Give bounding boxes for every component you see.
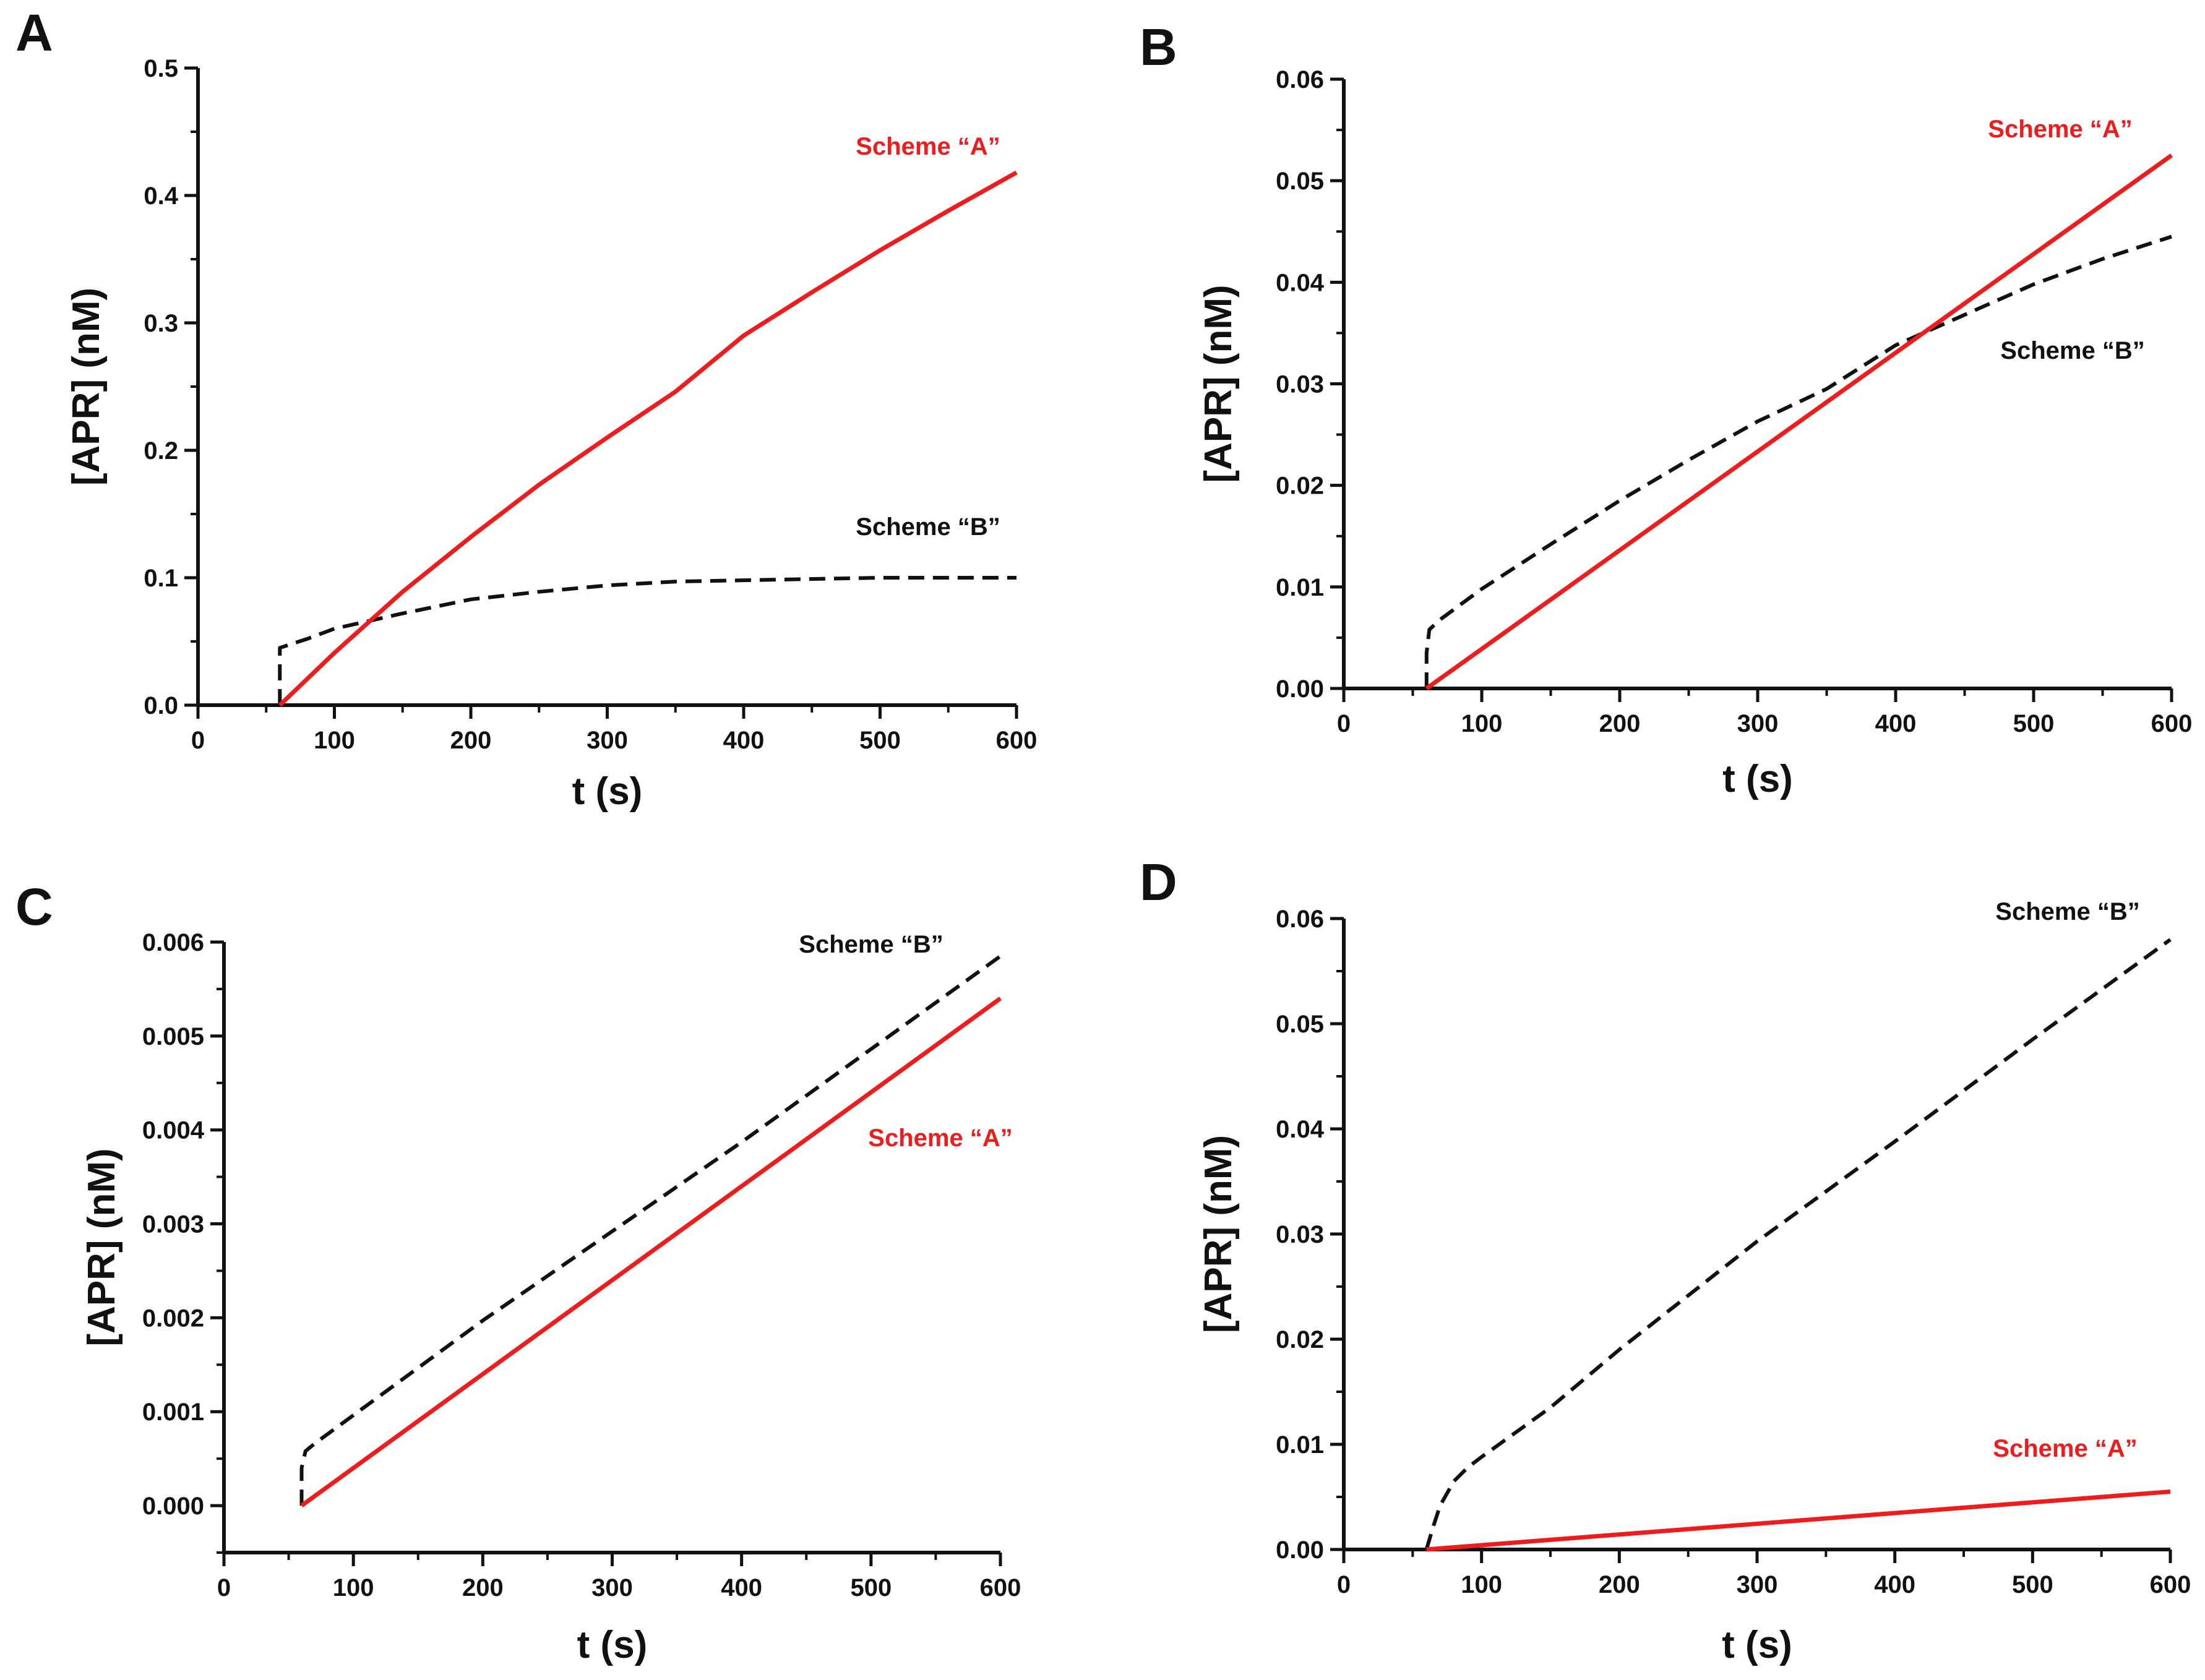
panel-d: D 0 100 200 300 400 500 600 0.00 0.01 0.02 0.03 0.0…: [1140, 853, 2191, 1666]
x-tick-label: 300: [587, 727, 628, 754]
y-axis-title: [APR] (nM): [80, 1148, 123, 1346]
x-tick-label: 200: [1599, 1571, 1640, 1598]
x-tick-label: 100: [333, 1574, 374, 1601]
y-tick-label: 0.02: [1276, 473, 1324, 500]
y-tick-label: 0.00: [1276, 1536, 1324, 1564]
y-axis-title: [APR] (nM): [1197, 1135, 1240, 1333]
panel-a-scheme-b-label: Scheme “B”: [856, 513, 1000, 541]
x-tick-label: 500: [2012, 1571, 2053, 1598]
series-line-scheme-a: [278, 170, 1018, 707]
x-tick-label: 200: [462, 1574, 504, 1601]
y-tick-label: 0.01: [1276, 1431, 1324, 1459]
y-tick-label: 0.00: [1276, 675, 1324, 703]
x-tick-label: 400: [1875, 710, 1917, 737]
y-tick-label: 0.004: [142, 1117, 205, 1144]
x-tick-label: 100: [314, 727, 355, 754]
panel-letter-c: C: [15, 878, 53, 936]
y-tick-label: 0.3: [144, 310, 178, 337]
x-tick-label: 100: [1461, 710, 1503, 737]
y-tick-label: 0.001: [142, 1399, 204, 1426]
y-tick-label: 0.03: [1276, 1221, 1324, 1248]
panel-c-scheme-a-label: Scheme “A”: [868, 1125, 1012, 1152]
y-tick-label: 0.003: [142, 1211, 204, 1238]
x-tick-label: 200: [450, 727, 492, 754]
x-tick-label: 300: [591, 1574, 633, 1601]
y-tick-label: 0.4: [144, 182, 178, 210]
plot-area-d: 0 100 200 300 400 500 600 0.00 0.01 0.02 0.03 0.04 0…: [1197, 906, 2191, 1666]
y-tick-label: 0.002: [142, 1305, 204, 1332]
panel-b-scheme-b-label: Scheme “B”: [2000, 337, 2144, 364]
x-tick-label: 0: [217, 1574, 231, 1601]
y-tick-label: 0.2: [144, 437, 178, 465]
series-line-scheme-b: [299, 954, 1002, 1506]
series-line-scheme-a: [1426, 1489, 2171, 1552]
y-tick-label: 0.04: [1276, 269, 1325, 296]
y-tick-label: 0.04: [1276, 1116, 1325, 1143]
panel-a: A 0 100 200 300 400 500 600 0.0 0.1 0.2 0.3 0.4 0.5 t…: [15, 4, 1037, 813]
plot-area-c: 0 100 200 300 400 500 600 0.000 0.001 0.002 0.003 0…: [80, 929, 1021, 1666]
plot-area-b: 0 100 200 300 400 500 600 0.00 0.01 0.02 0.03 0.04 0…: [1197, 66, 2192, 800]
x-tick-label: 600: [996, 727, 1038, 754]
panel-c-scheme-b-label: Scheme “B”: [799, 931, 943, 958]
y-tick-label: 0.006: [142, 929, 204, 956]
y-tick-label: 0.03: [1276, 371, 1324, 398]
x-axis-title: t (s): [1722, 1624, 1792, 1666]
x-tick-label: 300: [1737, 710, 1779, 737]
y-tick-label: 0.1: [144, 565, 178, 592]
y-tick-label: 0.02: [1276, 1326, 1324, 1353]
x-tick-label: 600: [2150, 1571, 2191, 1598]
x-tick-label: 600: [980, 1574, 1021, 1601]
x-tick-label: 500: [859, 727, 901, 754]
y-tick-label: 0.0: [144, 692, 178, 719]
x-tick-label: 300: [1737, 1571, 1778, 1598]
x-tick-label: 100: [1461, 1571, 1502, 1598]
y-tick-label: 0.005: [142, 1023, 204, 1050]
y-axis-title: [APR] (nM): [65, 288, 108, 486]
x-tick-label: 0: [191, 727, 205, 754]
series-line-scheme-a: [300, 996, 1002, 1507]
panel-d-scheme-a-label: Scheme “A”: [1993, 1435, 2137, 1462]
series-line-scheme-b: [1424, 938, 2172, 1550]
y-tick-label: 0.06: [1276, 906, 1324, 933]
panel-letter-d: D: [1140, 853, 1177, 911]
series-line-scheme-a: [1425, 153, 2173, 690]
x-tick-label: 400: [723, 727, 765, 754]
series-line-scheme-b: [278, 576, 1017, 705]
x-tick-label: 500: [850, 1574, 892, 1601]
panel-c: C 0 100 200 300 400 500 600 0.000 0.001 0.002 0.00…: [15, 878, 1021, 1666]
y-tick-label: 0.05: [1276, 168, 1324, 195]
x-tick-label: 500: [2013, 710, 2055, 737]
x-tick-label: 400: [721, 1574, 762, 1601]
panel-a-scheme-a-label: Scheme “A”: [856, 133, 1000, 160]
x-tick-label: 0: [1337, 710, 1351, 737]
panel-letter-b: B: [1140, 18, 1177, 76]
y-tick-label: 0.06: [1276, 66, 1324, 93]
y-tick-label: 0.000: [142, 1493, 204, 1520]
series-line-scheme-b: [1424, 234, 2172, 688]
plot-area-a: 0 100 200 300 400 500 600 0.0 0.1 0.2 0.3 0.4 0.5 t (…: [65, 55, 1037, 813]
panel-b-scheme-a-label: Scheme “A”: [1988, 116, 2132, 143]
x-tick-label: 200: [1599, 710, 1641, 737]
x-axis-title: t (s): [572, 770, 643, 813]
panel-b: B 0 100 200 300 400 500 600 0.00 0.01 0.02 0.03 0.0…: [1140, 18, 2192, 800]
panel-letter-a: A: [15, 4, 53, 62]
x-tick-label: 0: [1337, 1571, 1351, 1598]
x-axis-title: t (s): [577, 1624, 648, 1666]
panel-d-scheme-b-label: Scheme “B”: [1995, 898, 2139, 925]
y-tick-label: 0.05: [1276, 1011, 1324, 1038]
x-axis-title: t (s): [1722, 758, 1793, 800]
x-tick-label: 400: [1874, 1571, 1915, 1598]
y-axis-title: [APR] (nM): [1197, 285, 1240, 482]
y-tick-label: 0.01: [1276, 574, 1324, 601]
x-tick-label: 600: [2151, 710, 2193, 737]
y-tick-label: 0.5: [144, 55, 178, 82]
